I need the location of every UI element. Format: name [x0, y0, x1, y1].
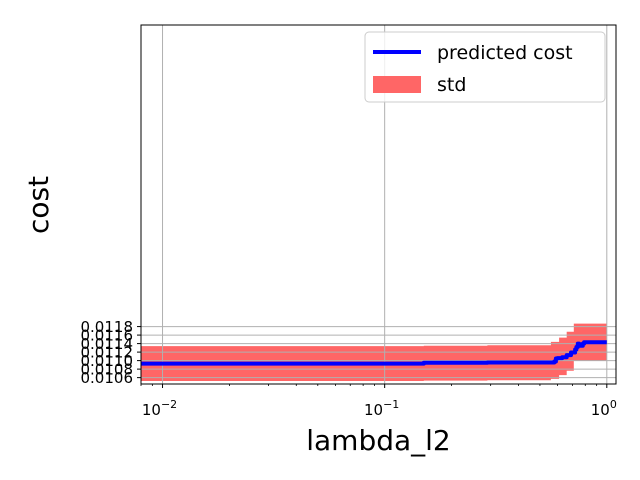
line-layer	[141, 340, 607, 366]
x-tick-label: 10−2	[142, 398, 177, 419]
legend: predicted cost std	[364, 31, 606, 103]
y-axis-label: cost	[22, 176, 55, 234]
y-tick-label: 0.0108	[81, 361, 134, 379]
y-tick-label: 0.0118	[81, 318, 134, 336]
legend-swatch-std	[373, 76, 421, 93]
y-tick-label: 0.0116	[81, 327, 134, 345]
y-tick-label: 0.0112	[81, 344, 134, 362]
plot-frame	[140, 24, 617, 385]
x-tick-label: 10−1	[364, 398, 399, 419]
legend-box	[364, 31, 606, 103]
legend-label-predicted-cost: predicted cost	[437, 42, 573, 64]
tick-layer: 0.01060.01080.01100.01120.01140.01160.01…	[81, 318, 617, 419]
y-tick-label: 0.0106	[81, 369, 134, 387]
x-tick-label: 100	[591, 398, 617, 419]
legend-label-std: std	[437, 74, 466, 96]
y-tick-label: 0.0110	[81, 352, 134, 370]
x-axis-label: lambda_l2	[306, 424, 451, 457]
predicted-cost-line	[141, 340, 607, 366]
y-tick-label: 0.0114	[81, 335, 134, 353]
